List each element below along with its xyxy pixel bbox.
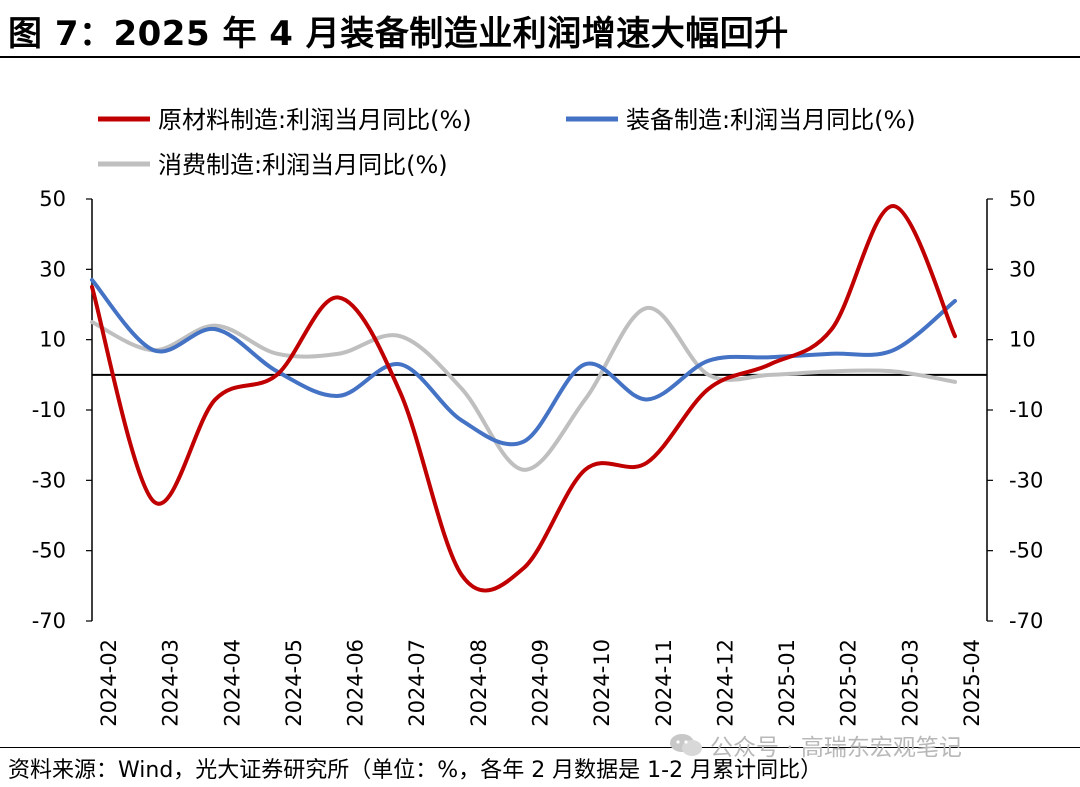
legend-label: 消费制造:利润当月同比(%): [158, 151, 448, 179]
x-tick-label: 2024-07: [405, 639, 429, 727]
x-tick-label: 2024-02: [97, 639, 121, 727]
axes: 50 30 10 -10 -30 -50 -70 50 30 10 -10 -30 -50 -70 2024…: [32, 187, 1044, 727]
x-tick-label: 2024-05: [282, 639, 306, 727]
x-tick-label: 2025-03: [898, 639, 922, 727]
x-tick-label: 2025-01: [775, 639, 799, 727]
line-chart: 原材料制造:利润当月同比(%) 装备制造:利润当月同比(%) 消费制造:利润当月同比…: [32, 106, 1044, 727]
x-tick-label: 2024-03: [159, 639, 183, 727]
x-tick-label: 2025-04: [960, 639, 984, 727]
x-tick-label: 2024-08: [467, 639, 491, 727]
wechat-icon: [670, 734, 702, 756]
series-line-1: [90, 277, 957, 447]
watermark-text: 公众号 · 高瑞东宏观笔记: [710, 735, 962, 761]
legend-label: 装备制造:利润当月同比(%): [626, 106, 916, 134]
y-tick-label: 30: [39, 257, 66, 281]
source-note: 资料来源：Wind，光大证券研究所（单位：%，各年 2 月数据是 1-2 月累计…: [8, 758, 823, 783]
y-tick-label: -50: [32, 539, 66, 563]
y2-tick-label: 50: [1009, 187, 1036, 211]
watermark: 公众号 · 高瑞东宏观笔记: [668, 728, 962, 762]
x-tick-label: 2024-06: [344, 639, 368, 727]
y-tick-label: -30: [32, 468, 66, 492]
title-divider: [0, 56, 1080, 58]
series-lines: [90, 204, 957, 593]
x-tick-label: 2025-02: [837, 639, 861, 727]
legend: 原材料制造:利润当月同比(%) 装备制造:利润当月同比(%) 消费制造:利润当月同比…: [98, 106, 916, 179]
x-tick-label: 2024-12: [713, 639, 737, 727]
x-tick-label: 2024-10: [590, 639, 614, 727]
legend-label: 原材料制造:利润当月同比(%): [158, 106, 472, 134]
series-line-0: [90, 204, 957, 593]
y2-tick-label: 10: [1009, 328, 1036, 352]
y2-tick-label: -50: [1009, 539, 1043, 563]
footer-divider: [0, 747, 1080, 748]
y-tick-label: 10: [39, 328, 66, 352]
y2-tick-label: -70: [1009, 609, 1043, 633]
x-tick-label: 2024-11: [652, 639, 676, 727]
y2-tick-label: -30: [1009, 468, 1043, 492]
chart-title: 图 7：2025 年 4 月装备制造业利润增速大幅回升: [8, 14, 789, 54]
x-tick-label: 2024-09: [529, 639, 553, 727]
y2-tick-label: -10: [1009, 398, 1043, 422]
x-tick-label: 2024-04: [220, 639, 244, 727]
y-tick-label: -10: [32, 398, 66, 422]
y2-tick-label: 30: [1009, 257, 1036, 281]
y-tick-label: -70: [32, 609, 66, 633]
y-tick-label: 50: [39, 187, 66, 211]
